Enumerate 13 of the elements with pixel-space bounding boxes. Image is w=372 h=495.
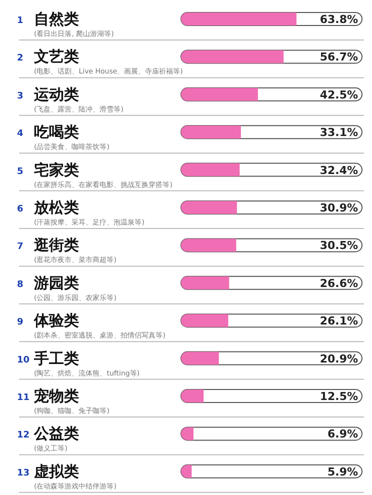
data-label: 30.5%: [320, 239, 358, 252]
data-label: 42.5%: [320, 88, 358, 102]
data-label: 6.9%: [327, 428, 358, 441]
data-label: 26.1%: [320, 314, 358, 328]
data-label: 32.4%: [320, 164, 358, 177]
data-label: 33.1%: [320, 126, 358, 140]
data-label: 63.8%: [320, 13, 358, 26]
data-label: 5.9%: [327, 465, 358, 478]
data-label: 12.5%: [320, 390, 358, 403]
data-label: 26.6%: [320, 276, 358, 290]
data-label: 56.7%: [320, 50, 358, 64]
data-label: 30.9%: [320, 202, 358, 214]
data-label: 20.9%: [320, 352, 358, 366]
